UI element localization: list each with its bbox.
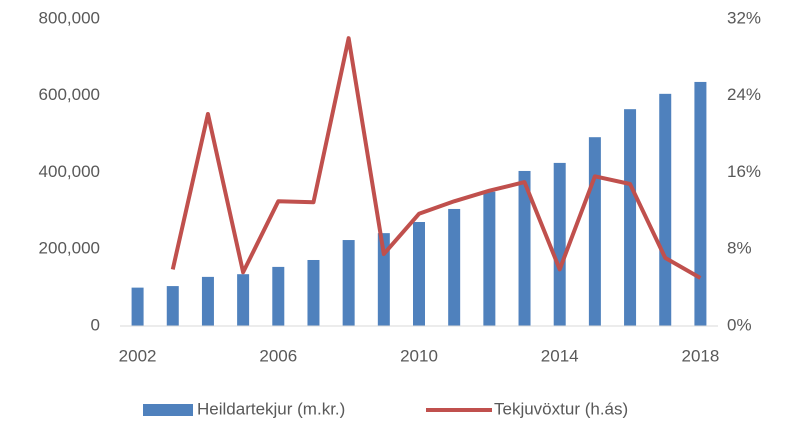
y2-tick-label: 8%	[727, 239, 752, 258]
bar	[518, 170, 531, 326]
line	[170, 36, 702, 280]
bar	[483, 191, 496, 326]
y-tick-label: 800,000	[39, 8, 100, 27]
bar	[307, 259, 320, 326]
x-tick-label: 2002	[119, 346, 157, 365]
x-tick-label: 2014	[541, 346, 579, 365]
y2-tick-label: 24%	[727, 85, 761, 104]
bar	[166, 286, 179, 326]
bar	[201, 276, 214, 326]
y-tick-label: 200,000	[39, 239, 100, 258]
y2-tick-label: 16%	[727, 162, 761, 181]
bar	[588, 137, 601, 326]
x-tick-label: 2010	[400, 346, 438, 365]
bar	[272, 266, 285, 326]
bar	[624, 109, 637, 327]
bar	[413, 222, 425, 326]
y-tick-label: 0	[91, 315, 100, 334]
y-tick-label: 600,000	[39, 85, 100, 104]
bar	[448, 208, 461, 326]
legend-label: Heildartekjur (m.kr.)	[197, 399, 345, 418]
legend-swatch	[143, 404, 193, 416]
x-tick-label: 2006	[259, 346, 297, 365]
legend-label: Tekjuvöxtur (h.ás)	[494, 399, 628, 418]
bar	[694, 81, 707, 326]
y2-tick-label: 32%	[727, 8, 761, 27]
bar	[342, 240, 355, 326]
y2-tick-label: 0%	[727, 315, 752, 334]
bar	[377, 233, 390, 326]
y-tick-label: 400,000	[39, 162, 100, 181]
bar	[553, 162, 566, 326]
bar	[131, 287, 144, 326]
bar	[659, 93, 672, 326]
bar	[237, 274, 250, 326]
x-tick-label: 2018	[681, 346, 719, 365]
